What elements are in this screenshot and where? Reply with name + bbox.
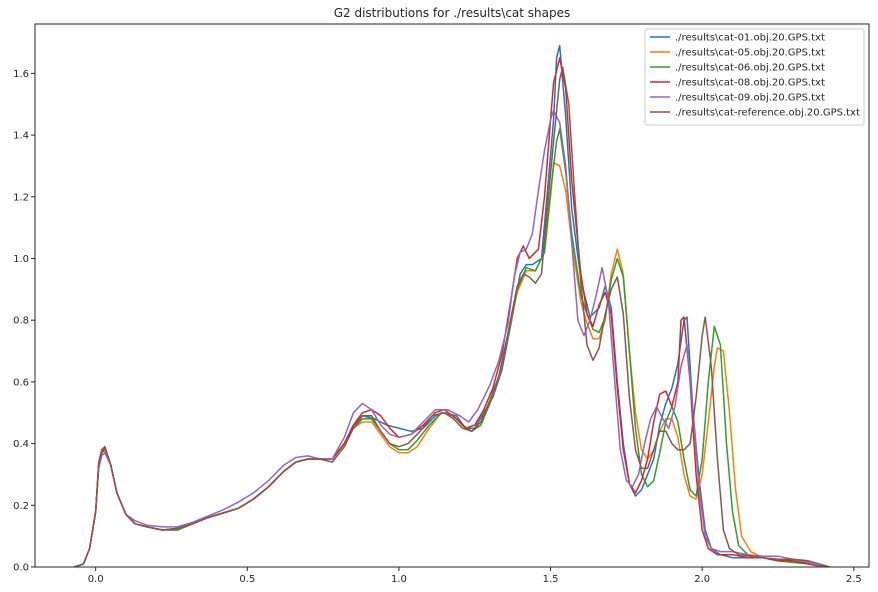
x-axis: 0.0 0.5 1.0 1.5 2.0 2.5 bbox=[88, 567, 862, 585]
x-tick-label: 2.0 bbox=[694, 574, 710, 585]
legend-label: ./results\cat-06.obj.20.GPS.txt bbox=[675, 63, 825, 74]
series-line-5 bbox=[73, 109, 825, 567]
y-tick-label: 1.0 bbox=[13, 254, 29, 265]
legend-label: ./results\cat-reference.obj.20.GPS.txt bbox=[675, 108, 860, 119]
y-tick-label: 0.2 bbox=[13, 501, 29, 512]
y-tick-label: 0.4 bbox=[13, 439, 29, 450]
legend: ./results\cat-01.obj.20.GPS.txt ./results… bbox=[644, 28, 865, 126]
y-tick-label: 0.8 bbox=[13, 316, 29, 327]
x-tick-label: 0.0 bbox=[88, 574, 104, 585]
plot-area: 0.0 0.5 1.0 1.5 2.0 2.5 0.0 0.2 0.4 0.6 0.8 1.0 1.2… bbox=[13, 23, 870, 585]
y-axis: 0.0 0.2 0.4 0.6 0.8 1.0 1.2 1.4 1.6 bbox=[13, 69, 35, 574]
x-tick-label: 0.5 bbox=[239, 574, 255, 585]
legend-label: ./results\cat-08.obj.20.GPS.txt bbox=[675, 78, 825, 89]
legend-label: ./results\cat-05.obj.20.GPS.txt bbox=[675, 48, 825, 59]
series-line-6 bbox=[73, 66, 831, 567]
y-tick-label: 1.2 bbox=[13, 192, 29, 203]
x-tick-label: 1.0 bbox=[391, 574, 407, 585]
y-tick-label: 0.0 bbox=[13, 563, 29, 574]
chart-title: G2 distributions for ./results\cat shape… bbox=[334, 6, 571, 20]
legend-label: ./results\cat-09.obj.20.GPS.txt bbox=[675, 93, 825, 104]
legend-label: ./results\cat-01.obj.20.GPS.txt bbox=[675, 33, 825, 44]
y-tick-label: 1.6 bbox=[13, 69, 29, 80]
x-tick-label: 1.5 bbox=[543, 574, 559, 585]
axes-frame bbox=[34, 23, 870, 568]
y-tick-label: 1.4 bbox=[13, 131, 29, 142]
y-tick-label: 0.6 bbox=[13, 377, 29, 388]
series-group bbox=[73, 44, 831, 567]
x-tick-label: 2.5 bbox=[846, 574, 862, 585]
legend-box bbox=[644, 28, 865, 126]
